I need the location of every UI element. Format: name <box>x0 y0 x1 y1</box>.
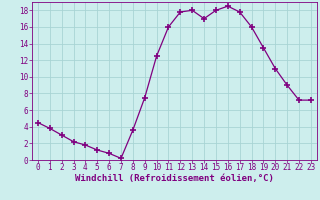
X-axis label: Windchill (Refroidissement éolien,°C): Windchill (Refroidissement éolien,°C) <box>75 174 274 183</box>
